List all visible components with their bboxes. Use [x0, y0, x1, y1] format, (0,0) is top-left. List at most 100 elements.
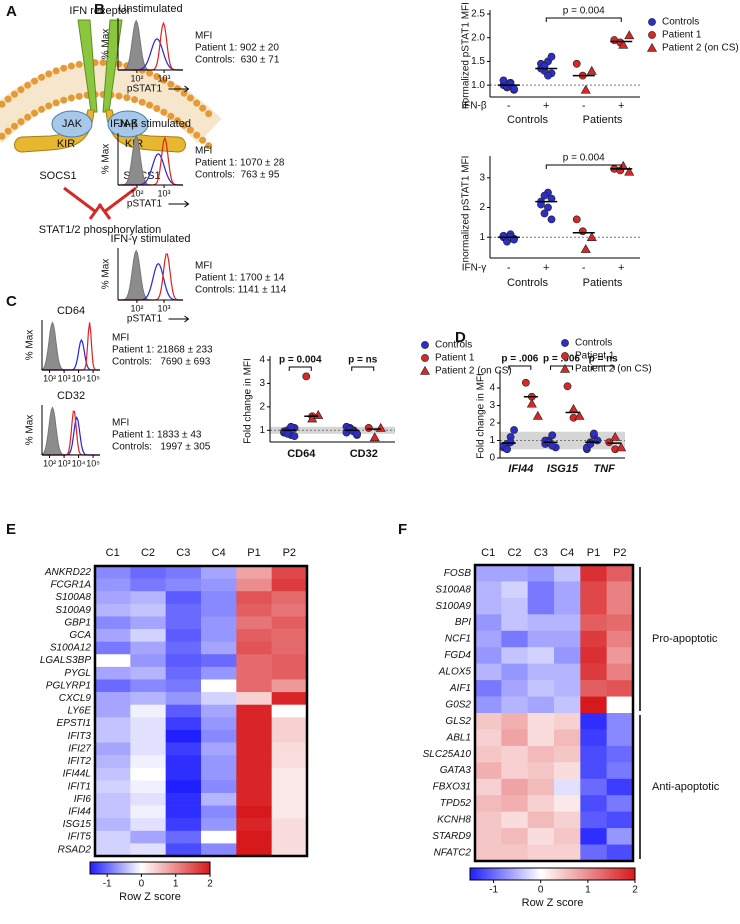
- heatmap-cell: [165, 717, 202, 731]
- triangle-point: [419, 365, 431, 375]
- heatmap-cell: [527, 647, 555, 664]
- heatmap-cell: [130, 830, 166, 844]
- heatmap-cell: [606, 696, 634, 714]
- heatmap-cell: [130, 566, 166, 579]
- heatmap-cell: [580, 696, 607, 714]
- heatmap-cell: [606, 680, 634, 697]
- y-axis-label: % Max: [101, 144, 112, 175]
- inhibition-line: [63, 186, 97, 214]
- heatmap-cell: [236, 805, 272, 819]
- inhibition-line: [103, 186, 137, 214]
- heatmap-cell: [527, 811, 555, 829]
- heatmap-cell: [236, 654, 272, 668]
- heatmap-cell: [501, 762, 528, 780]
- row-label: FOSB: [444, 568, 472, 579]
- y-tick-label: 2.5: [471, 9, 485, 20]
- heatmap-cell: [527, 614, 555, 632]
- y-tick-label: 1.5: [471, 56, 485, 67]
- heatmap-cell: [236, 843, 272, 857]
- heatmap-cell: [130, 742, 166, 756]
- dot-point: [547, 52, 556, 61]
- x-axis-label: pSTAT1: [127, 84, 163, 95]
- column-label: C2: [507, 547, 521, 559]
- row-label: IFIT5: [68, 832, 92, 843]
- y-tick-label: 1: [479, 232, 485, 243]
- colorbar-tick-label: 2: [632, 885, 638, 896]
- heatmap-cell: [201, 830, 237, 844]
- x-axis-arrow: [168, 315, 190, 323]
- heatmap-cell: [95, 830, 131, 844]
- stimulus-label: IFN-γ: [462, 263, 486, 274]
- row-label: ALOX5: [438, 667, 472, 678]
- heatmap-cell: [236, 629, 272, 642]
- heatmap-cell: [95, 566, 131, 579]
- row-label: IFI44: [68, 807, 91, 818]
- heatmap-cell: [130, 666, 166, 680]
- row-label: G0S2: [445, 699, 471, 710]
- heatmap-cell: [580, 581, 607, 599]
- row-label: ISG15: [63, 819, 92, 830]
- heatmap-cell: [606, 597, 634, 615]
- heatmap-cell: [475, 795, 502, 812]
- heatmap-cell: [201, 616, 237, 630]
- heatmap-cell: [165, 654, 202, 668]
- x-tick-label: -: [582, 100, 586, 112]
- y-tick-label: 1: [259, 425, 265, 436]
- heatmap-cell: [554, 630, 581, 648]
- dot-point: [421, 354, 429, 362]
- group-label: Patients: [583, 277, 623, 289]
- heatmap-cell: [606, 844, 634, 862]
- triangle-point: [369, 432, 380, 442]
- legend-label: Patient 1: [435, 353, 475, 364]
- heatmap-cell: [165, 742, 202, 756]
- x-tick-label: 10²: [43, 458, 56, 468]
- heatmap-cell: [130, 792, 166, 806]
- heatmap-cell: [130, 717, 166, 731]
- heatmap-cell: [130, 654, 166, 668]
- heatmap-cell: [580, 713, 607, 730]
- heatmap-cell: [165, 830, 202, 844]
- heatmap-cell: [165, 603, 202, 617]
- heatmap-cell: [95, 717, 131, 731]
- significance-bracket: [545, 164, 622, 169]
- heatmap-cell: [236, 767, 272, 781]
- x-tick-label: IFI44: [508, 463, 533, 475]
- heatmap-cell: [501, 647, 528, 664]
- legend-label: Controls: [435, 340, 472, 351]
- significance-bracket: [591, 365, 615, 370]
- y-tick-label: 4: [259, 355, 265, 366]
- y-tick-label: 2: [489, 418, 495, 429]
- column-label: C3: [534, 547, 548, 559]
- x-tick-label: 10⁴: [72, 458, 86, 468]
- heatmap-cell: [271, 578, 308, 592]
- mfi-patient: Patient 1: 21868 ± 233: [112, 345, 213, 356]
- heatmap-cell: [475, 630, 502, 648]
- heatmap-cell: [606, 630, 634, 648]
- row-label: IFI27: [68, 743, 91, 754]
- mfi-patient: Patient 1: 902 ± 20: [195, 43, 279, 54]
- heatmap-cell: [95, 780, 131, 794]
- heatmap-cell: [475, 663, 502, 681]
- mfi-controls: Controls: 630 ± 71: [195, 55, 280, 66]
- heatmap-cell: [201, 729, 237, 743]
- heatmap-cell: [501, 811, 528, 829]
- row-label: GBP1: [64, 617, 91, 628]
- p-value: p = .006: [543, 354, 580, 365]
- heatmap-cell: [554, 647, 581, 664]
- column-label: C4: [212, 547, 226, 559]
- y-tick-label: 1.0: [471, 80, 485, 91]
- heatmap-cell: [501, 680, 528, 697]
- heatmap-cell: [95, 818, 131, 832]
- membrane-outer: [0, 59, 214, 119]
- panel-label: A: [6, 3, 17, 20]
- heatmap-cell: [95, 666, 131, 680]
- row-label: STARD9: [432, 831, 471, 842]
- y-axis-label: normalized pSTAT1 MFI: [461, 156, 472, 263]
- column-label: C1: [106, 547, 120, 559]
- row-label: SLC25A10: [423, 749, 472, 760]
- heatmap-cell: [236, 704, 272, 718]
- heatmap-cell: [201, 603, 237, 617]
- mfi-controls: Controls: 1141 ± 114: [195, 285, 287, 296]
- heatmap-cell: [527, 844, 555, 862]
- heatmap-cell: [501, 828, 528, 845]
